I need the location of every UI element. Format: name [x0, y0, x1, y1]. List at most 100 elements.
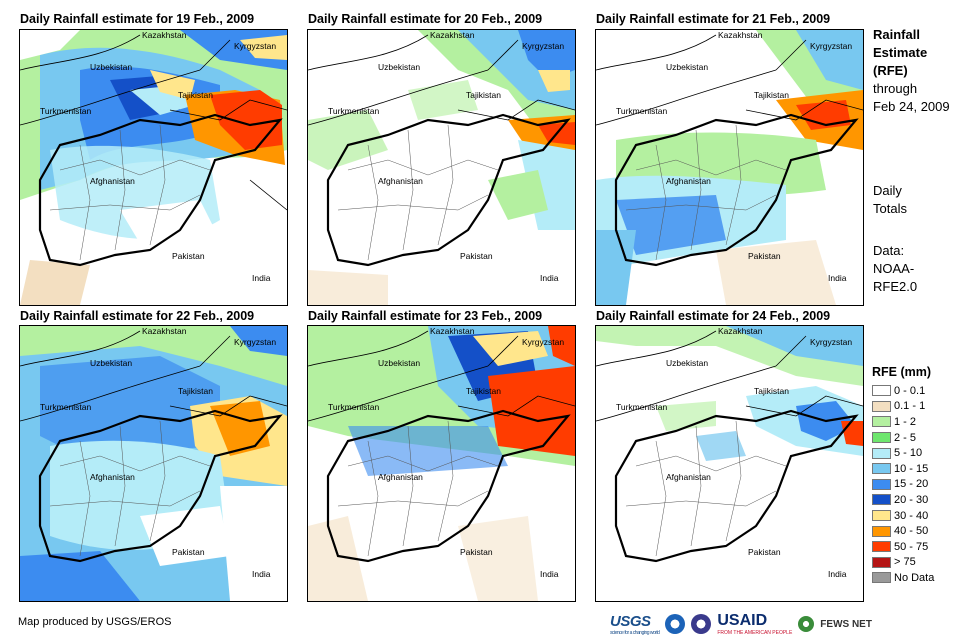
side-title-line1: Rainfall: [873, 27, 920, 42]
usaid-logo-text: USAID: [717, 612, 768, 629]
rfe-legend: RFE (mm) 0 - 0.1 0.1 - 1 1 - 2 2 - 5 5 - 10 1…: [872, 365, 934, 586]
label-pakistan: Pakistan: [172, 547, 205, 557]
side-title: Rainfall Estimate (RFE) through Feb 24, …: [873, 26, 950, 116]
rainfall-map-22-feb: Kazakhstan Kyrgyzstan Uzbekistan Tajikis…: [19, 325, 288, 602]
label-pakistan: Pakistan: [748, 251, 781, 261]
label-kazakhstan: Kazakhstan: [430, 326, 475, 336]
legend-swatch: [872, 556, 891, 568]
side-title-line2: Estimate: [873, 45, 928, 60]
legend-label: 2 - 5: [894, 431, 917, 444]
side-noaa: NOAA-: [873, 261, 915, 276]
legend-item: No Data: [872, 570, 934, 586]
legend-item: 15 - 20: [872, 477, 934, 493]
logo-strip: USGS science for a changing world USAID …: [610, 612, 872, 636]
label-kazakhstan: Kazakhstan: [430, 30, 475, 40]
legend-swatch: [872, 572, 891, 584]
side-date: Feb 24, 2009: [873, 99, 950, 114]
side-title-line3: (RFE): [873, 63, 908, 78]
map-credit: Map produced by USGS/EROS: [18, 616, 172, 628]
legend-item: 2 - 5: [872, 430, 934, 446]
label-india: India: [828, 569, 847, 579]
label-pakistan: Pakistan: [460, 547, 493, 557]
legend-label: 5 - 10: [894, 447, 923, 460]
legend-item: 30 - 40: [872, 508, 934, 524]
legend-label: 15 - 20: [894, 478, 929, 491]
fews-net-logo-text: FEWS NET: [820, 618, 872, 630]
rainfall-map-22-feb-graphic: [20, 326, 287, 601]
label-kazakhstan: Kazakhstan: [142, 326, 187, 336]
label-india: India: [252, 569, 271, 579]
legend-item: 20 - 30: [872, 492, 934, 508]
label-turkmenistan: Turkmenistan: [616, 106, 668, 116]
rainfall-map-19-feb: Kazakhstan Kyrgyzstan Uzbekistan Tajikis…: [19, 29, 288, 306]
label-kyrgyzstan: Kyrgyzstan: [522, 41, 565, 51]
legend-label: 10 - 15: [894, 462, 929, 475]
panel-5-title: Daily Rainfall estimate for 23 Feb., 200…: [308, 309, 543, 323]
legend-item: > 75: [872, 555, 934, 571]
legend-title: RFE (mm): [872, 365, 932, 379]
legend-label: 0 - 0.1: [894, 384, 926, 397]
legend-label: 40 - 50: [894, 525, 929, 538]
label-kyrgyzstan: Kyrgyzstan: [810, 41, 853, 51]
panel-3-title: Daily Rainfall estimate for 21 Feb., 200…: [596, 12, 831, 26]
label-uzbekistan: Uzbekistan: [90, 62, 133, 72]
dhs-seal-icon: [691, 614, 712, 634]
legend-label: 1 - 2: [894, 415, 917, 428]
label-india: India: [540, 273, 559, 283]
usaid-logo-tagline: FROM THE AMERICAN PEOPLE: [717, 630, 793, 636]
legend-swatch: [872, 478, 891, 490]
label-tajikistan: Tajikistan: [178, 90, 213, 100]
legend-item: 0 - 0.1: [872, 383, 934, 399]
legend-swatch: [872, 494, 891, 506]
label-india: India: [252, 273, 271, 283]
usgs-logo-tagline: science for a changing world: [610, 629, 660, 636]
label-afghanistan: Afghanistan: [378, 472, 423, 482]
label-turkmenistan: Turkmenistan: [328, 106, 380, 116]
label-afghanistan: Afghanistan: [666, 176, 711, 186]
label-afghanistan: Afghanistan: [378, 176, 423, 186]
rainfall-map-24-feb-graphic: [596, 326, 863, 601]
rainfall-map-21-feb: Kazakhstan Kyrgyzstan Uzbekistan Tajikis…: [595, 29, 864, 306]
legend-item: 1 - 2: [872, 414, 934, 430]
rainfall-map-24-feb: Kazakhstan Kyrgyzstan Uzbekistan Tajikis…: [595, 325, 864, 602]
label-uzbekistan: Uzbekistan: [666, 358, 709, 368]
legend-swatch: [872, 400, 891, 412]
label-afghanistan: Afghanistan: [90, 472, 135, 482]
usaid-logo: USAID FROM THE AMERICAN PEOPLE: [717, 612, 792, 636]
label-tajikistan: Tajikistan: [466, 90, 501, 100]
side-daily-totals: Daily Totals: [873, 182, 907, 218]
label-kazakhstan: Kazakhstan: [718, 326, 763, 336]
label-tajikistan: Tajikistan: [466, 386, 501, 396]
label-kyrgyzstan: Kyrgyzstan: [234, 41, 277, 51]
label-kyrgyzstan: Kyrgyzstan: [810, 337, 853, 347]
panel-4-title: Daily Rainfall estimate for 22 Feb., 200…: [20, 309, 255, 323]
legend-swatch: [872, 510, 891, 522]
label-uzbekistan: Uzbekistan: [90, 358, 133, 368]
panel-1-title: Daily Rainfall estimate for 19 Feb., 200…: [20, 12, 255, 26]
legend-item: 40 - 50: [872, 523, 934, 539]
label-turkmenistan: Turkmenistan: [40, 402, 92, 412]
legend-swatch: [872, 385, 891, 397]
rainfall-map-20-feb: Kazakhstan Kyrgyzstan Uzbekistan Tajikis…: [307, 29, 576, 306]
side-totals: Totals: [873, 201, 907, 216]
side-rfe: RFE2.0: [873, 279, 918, 294]
usgs-logo-text: USGS: [610, 612, 651, 630]
legend-label: No Data: [894, 571, 935, 584]
legend-item: 0.1 - 1: [872, 399, 934, 415]
fews-globe-icon: [798, 616, 815, 632]
legend-swatch: [872, 416, 891, 428]
panel-6-title: Daily Rainfall estimate for 24 Feb., 200…: [596, 309, 831, 323]
side-data-label: Data:: [873, 243, 905, 258]
label-tajikistan: Tajikistan: [754, 386, 789, 396]
label-india: India: [828, 273, 847, 283]
label-uzbekistan: Uzbekistan: [378, 358, 421, 368]
side-daily: Daily: [873, 183, 902, 198]
label-tajikistan: Tajikistan: [754, 90, 789, 100]
label-kazakhstan: Kazakhstan: [718, 30, 763, 40]
label-turkmenistan: Turkmenistan: [40, 106, 92, 116]
legend-item: 50 - 75: [872, 539, 934, 555]
legend-swatch: [872, 525, 891, 537]
label-pakistan: Pakistan: [172, 251, 205, 261]
label-kyrgyzstan: Kyrgyzstan: [522, 337, 565, 347]
legend-item: 10 - 15: [872, 461, 934, 477]
